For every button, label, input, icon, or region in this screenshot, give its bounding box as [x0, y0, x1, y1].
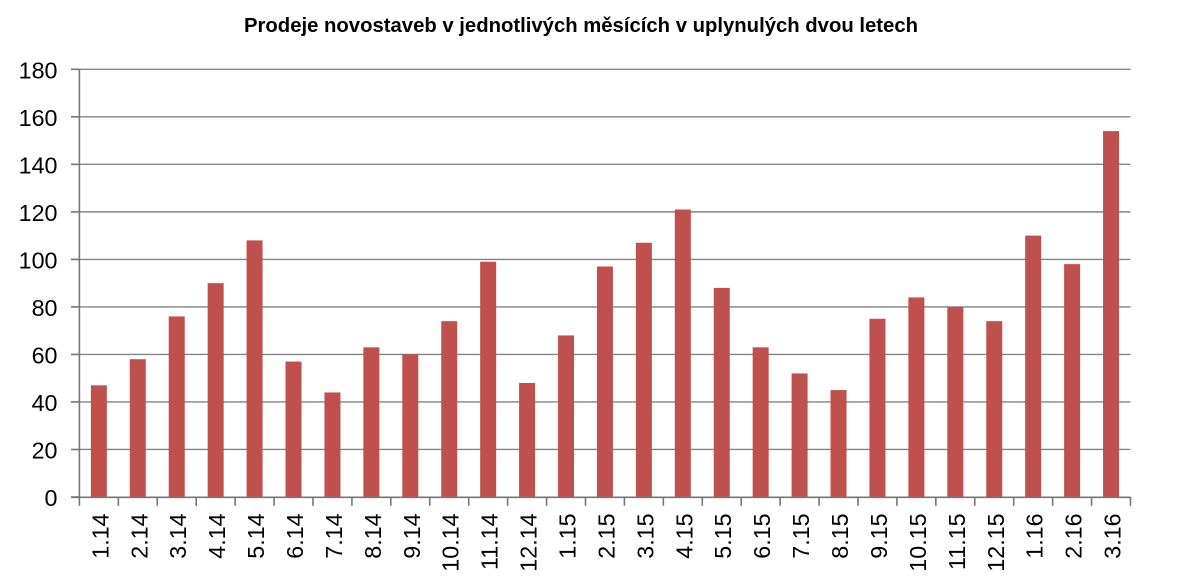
svg-text:100: 100 — [19, 247, 58, 273]
svg-text:6.15: 6.15 — [749, 513, 775, 558]
svg-text:140: 140 — [19, 152, 58, 178]
svg-text:2.16: 2.16 — [1061, 513, 1087, 558]
svg-text:3.16: 3.16 — [1100, 513, 1126, 558]
svg-text:3.14: 3.14 — [165, 513, 191, 558]
svg-text:8.14: 8.14 — [360, 513, 386, 558]
svg-text:8.15: 8.15 — [827, 513, 853, 558]
svg-text:3.15: 3.15 — [632, 513, 658, 558]
svg-text:12.14: 12.14 — [516, 513, 542, 571]
svg-text:1.15: 1.15 — [555, 513, 581, 558]
svg-text:2.15: 2.15 — [593, 513, 619, 558]
svg-text:6.14: 6.14 — [282, 513, 308, 558]
svg-text:40: 40 — [32, 390, 58, 416]
svg-text:9.14: 9.14 — [399, 513, 425, 558]
svg-text:120: 120 — [19, 200, 58, 226]
svg-text:4.14: 4.14 — [204, 513, 230, 558]
svg-text:2.14: 2.14 — [126, 513, 152, 558]
svg-text:10.14: 10.14 — [438, 513, 464, 571]
svg-text:0: 0 — [45, 485, 58, 511]
svg-text:5.15: 5.15 — [710, 513, 736, 558]
svg-text:180: 180 — [19, 57, 58, 83]
svg-text:7.14: 7.14 — [321, 513, 347, 558]
svg-text:20: 20 — [32, 437, 58, 463]
svg-text:9.15: 9.15 — [866, 513, 892, 558]
svg-text:10.15: 10.15 — [905, 513, 931, 571]
svg-text:1.16: 1.16 — [1022, 513, 1048, 558]
svg-text:1.14: 1.14 — [87, 513, 113, 558]
svg-text:60: 60 — [32, 342, 58, 368]
svg-text:5.14: 5.14 — [243, 513, 269, 558]
svg-text:7.15: 7.15 — [788, 513, 814, 558]
svg-text:Prodeje novostaveb v jednotliv: Prodeje novostaveb v jednotlivých měsící… — [244, 15, 918, 37]
svg-text:4.15: 4.15 — [671, 513, 697, 558]
svg-text:11.14: 11.14 — [477, 513, 503, 570]
svg-text:80: 80 — [32, 295, 58, 321]
svg-text:11.15: 11.15 — [944, 513, 970, 570]
svg-text:160: 160 — [19, 105, 58, 131]
svg-text:12.15: 12.15 — [983, 513, 1009, 571]
